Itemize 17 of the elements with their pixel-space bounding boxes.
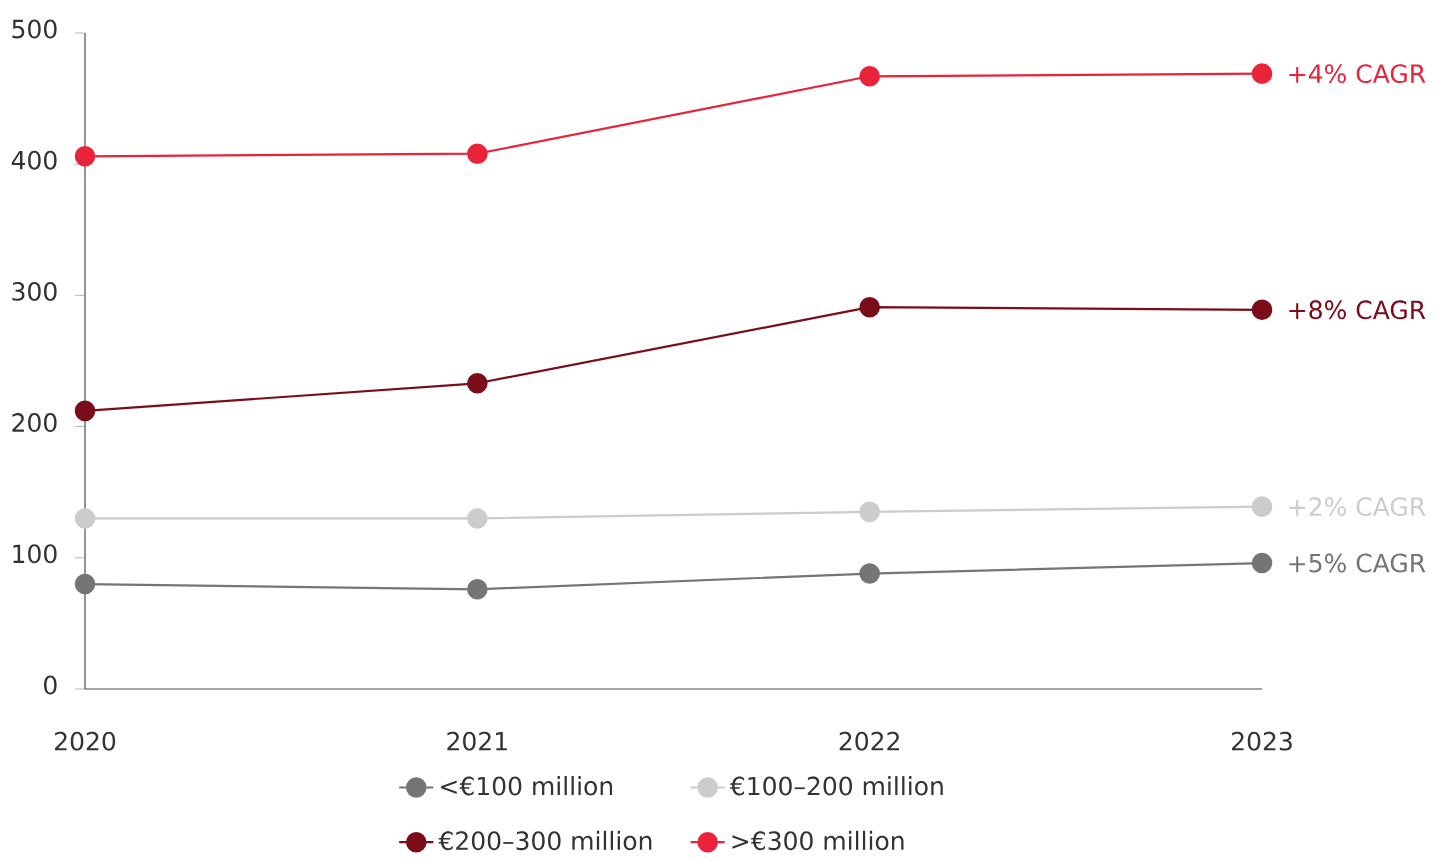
annotation: +8% CAGR xyxy=(1289,300,1426,320)
y-tick-label: 400 xyxy=(11,150,57,170)
annotation: +4% CAGR xyxy=(1289,64,1426,84)
legend-label: >€300 million xyxy=(732,830,904,851)
legend-label: €200–300 million xyxy=(438,830,652,851)
x-tick-label: 2021 xyxy=(447,731,507,751)
legend-label: €100–200 million xyxy=(729,776,943,796)
y-tick-label: 200 xyxy=(12,413,57,433)
legend-label: <€100 million xyxy=(441,776,613,796)
x-tick-label: 2022 xyxy=(839,731,899,751)
y-tick-label: 300 xyxy=(12,281,57,301)
x-tick-label: 2023 xyxy=(1232,731,1292,751)
y-tick-label: 0 xyxy=(44,675,57,695)
y-tick-label: 500 xyxy=(12,19,57,39)
x-tick-label: 2020 xyxy=(55,731,116,751)
annotation: +5% CAGR xyxy=(1289,553,1426,573)
y-tick-label: 100 xyxy=(13,544,57,564)
